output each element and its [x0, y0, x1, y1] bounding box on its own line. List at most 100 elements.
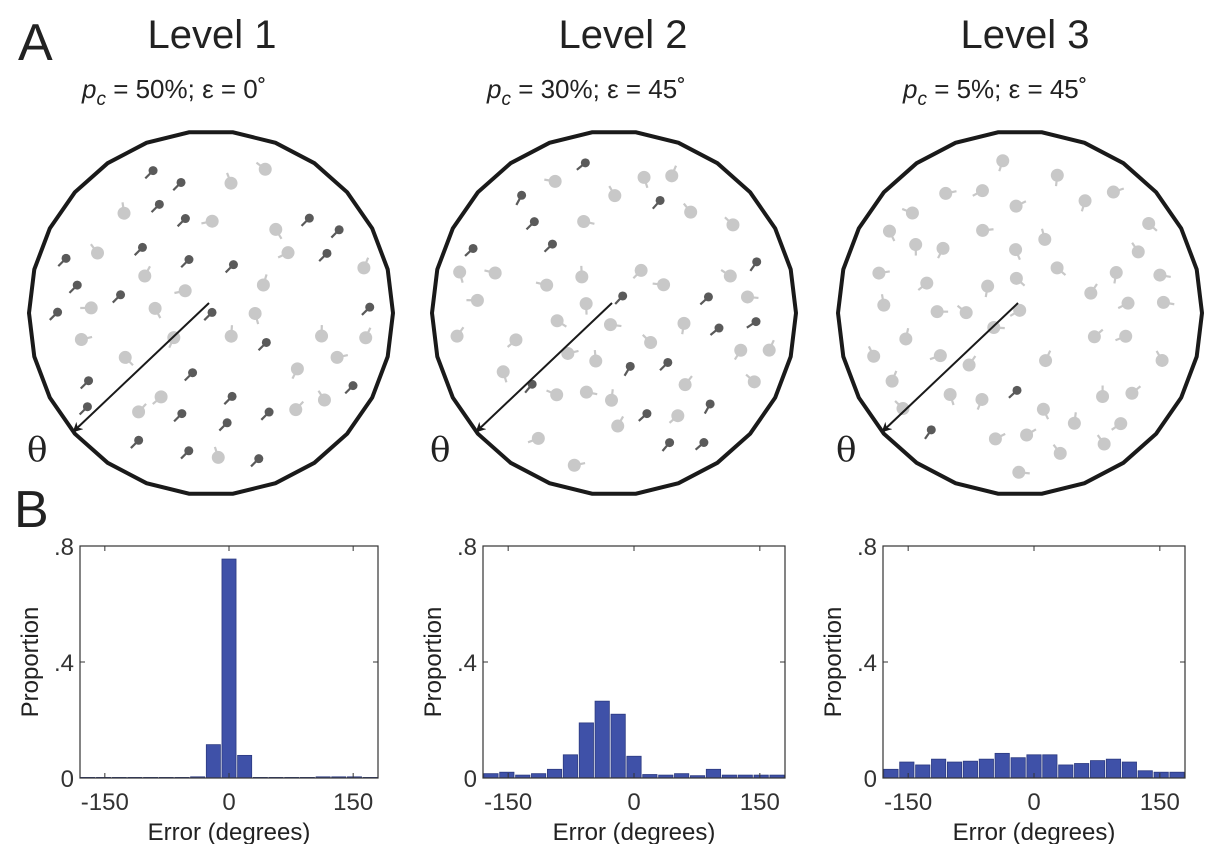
histogram-bar [531, 773, 547, 779]
noise-dot [152, 390, 168, 405]
noise-dot [608, 185, 622, 203]
noise-dot [611, 415, 625, 433]
coherent-dot [173, 409, 187, 423]
level-titles: Level 1 Level 2 Level 3 pc = 50%; ε = 0˚… [81, 13, 1089, 110]
noise-dot [1039, 350, 1053, 368]
histogram-bar [1090, 760, 1106, 779]
noise-dot [975, 392, 989, 411]
coherent-dot [224, 260, 238, 274]
noise-dot [1106, 185, 1125, 199]
noise-dot [939, 186, 957, 200]
noise-dot [1078, 194, 1092, 212]
noise-dot [1038, 228, 1052, 246]
coherent-dot [133, 242, 147, 256]
histogram-bar [915, 764, 931, 779]
coherent-dot [57, 253, 71, 267]
stimulus-aperture-level-3: θ [835, 130, 1205, 496]
direction-arrow [881, 302, 1019, 433]
noise-dot [720, 269, 737, 283]
histogram-panels: 0 .4 .8 -150 0 150 Error (degrees) Proportion 0.… [17, 534, 1186, 844]
noise-dot [603, 318, 622, 332]
noise-dot [579, 385, 598, 399]
noise-dot [872, 266, 890, 280]
coherent-dot [623, 361, 635, 377]
histogram-bar [1169, 771, 1185, 779]
noise-dot [567, 458, 586, 472]
noise-dot [1050, 261, 1067, 276]
histogram-bar [978, 758, 994, 779]
coherent-dot [659, 357, 673, 372]
direction-arrow [72, 302, 210, 433]
noise-dot [450, 326, 465, 343]
x-tick-label: 0 [1027, 789, 1040, 816]
noise-dot [1142, 217, 1158, 232]
pc-symbol: p [81, 74, 96, 104]
noise-dot [1111, 417, 1128, 431]
noise-dot [988, 432, 1006, 446]
noise-dot [867, 345, 881, 363]
pc-subscript: c [917, 89, 927, 110]
noise-dot [289, 400, 305, 417]
noise-dot [1084, 283, 1098, 300]
coherent-dot [223, 391, 237, 405]
noise-dot [496, 365, 510, 383]
noise-dot [1131, 242, 1145, 259]
noise-dot [255, 161, 272, 176]
coherent-dot [257, 337, 271, 352]
level-2-title: Level 2 [559, 13, 688, 57]
noise-dot [453, 265, 467, 283]
noise-dot [256, 274, 270, 292]
y-axis-label: Proportion [820, 607, 847, 718]
noise-dot [577, 214, 595, 228]
histogram-bar [1121, 761, 1137, 779]
stimulus-aperture-level-1: θ [26, 130, 396, 496]
coherent-dot [68, 280, 82, 294]
noise-dot [315, 325, 329, 343]
coherent-dot [361, 302, 375, 316]
noise-dot [132, 403, 147, 419]
x-tick-label: -150 [884, 789, 932, 816]
level-1-subtitle: pc = 50%; ε = 0˚ [81, 74, 266, 110]
noise-dot [917, 276, 934, 291]
noise-dot [1155, 350, 1169, 367]
noise-dot [550, 314, 567, 328]
theta-label: θ [430, 430, 450, 470]
noise-dot [1156, 295, 1175, 309]
level-1-subtitle-rest: = 50%; ε = 0˚ [106, 74, 266, 104]
noise-dot [80, 301, 98, 315]
coherent-dot [709, 323, 724, 336]
histogram-bar [547, 768, 563, 779]
y-tick-label: .4 [457, 650, 477, 677]
noise-dot [762, 339, 776, 357]
noise-dot [665, 165, 679, 183]
coherent-dot [300, 213, 314, 227]
noise-dot [174, 284, 192, 298]
noise-dot [277, 246, 295, 260]
noise-dot [1012, 465, 1030, 479]
noise-dot [224, 172, 238, 190]
noise-dot [589, 350, 603, 368]
noise-dot [637, 170, 651, 189]
coherent-dot [49, 307, 63, 321]
histogram-bar [931, 758, 947, 779]
y-axis-label: Proportion [17, 607, 44, 718]
plot-frame [882, 545, 1186, 779]
coherent-dot [318, 248, 332, 262]
noise-dot [930, 305, 949, 319]
coherent-dot [614, 291, 628, 305]
coherent-dot [524, 379, 537, 394]
direction-arrow [475, 302, 613, 433]
x-tick-label: 150 [740, 789, 780, 816]
histogram-bar [674, 773, 690, 779]
noise-dot [535, 278, 554, 292]
coherent-dot [344, 381, 358, 395]
noise-dot [962, 355, 977, 372]
stimulus-aperture-level-2: θ [429, 130, 799, 496]
noise-dot [1096, 385, 1110, 404]
noise-dot [877, 294, 891, 312]
coherent-dot [111, 290, 126, 304]
pc-subscript: c [96, 89, 106, 110]
coherent-dot [144, 166, 158, 180]
coherent-dot [150, 199, 164, 213]
histogram-bar [705, 768, 721, 779]
